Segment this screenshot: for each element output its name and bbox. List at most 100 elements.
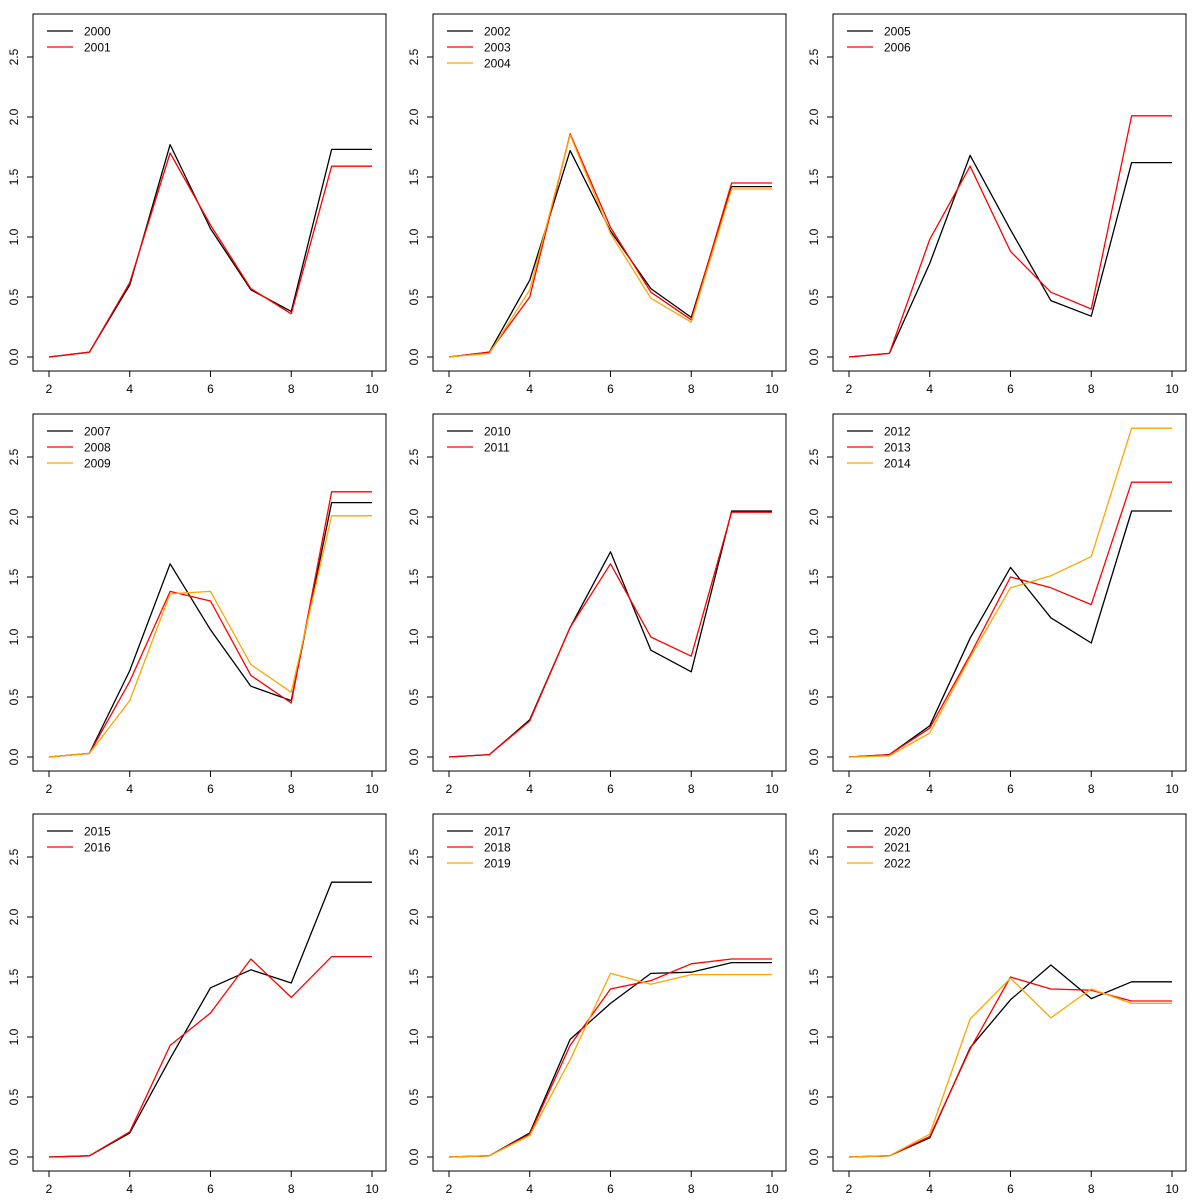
x-tick-label: 10 — [1165, 1182, 1179, 1196]
legend-label-2000: 2000 — [84, 25, 111, 39]
y-tick-label: 1.5 — [807, 168, 821, 185]
y-axis: 0.0 0.5 1.0 1.5 2.0 2.5 — [407, 848, 433, 1165]
y-tick-label: 2.5 — [407, 448, 421, 465]
y-tick-label: 2.5 — [7, 848, 21, 865]
x-tick-label: 8 — [288, 782, 295, 796]
chart-panel-7: 2 4 6 8 10 0.0 0.5 1.0 1.5 2.0 2.5 2015 2016 — [7, 813, 387, 1196]
x-tick-label: 4 — [526, 1182, 533, 1196]
y-tick-label: 1.0 — [407, 628, 421, 645]
series-line-2016 — [48, 955, 372, 1158]
y-tick-label: 2.0 — [807, 108, 821, 125]
plot-frame — [432, 13, 787, 372]
y-tick-label: 2.0 — [7, 908, 21, 925]
x-tick-label: 10 — [1165, 382, 1179, 396]
x-tick-label: 6 — [1007, 382, 1014, 396]
series-line-2008 — [48, 491, 372, 758]
series-line-2020 — [848, 964, 1172, 1158]
legend: 2007 2008 2009 — [47, 425, 111, 471]
x-tick-label: 4 — [526, 382, 533, 396]
legend-label-2016: 2016 — [84, 841, 111, 855]
y-tick-label: 2.5 — [807, 848, 821, 865]
legend-label-2019: 2019 — [484, 857, 511, 871]
plot-frame — [32, 813, 387, 1172]
y-tick-label: 2.5 — [7, 448, 21, 465]
x-axis: 2 4 6 8 10 — [46, 371, 379, 396]
y-tick-label: 1.0 — [7, 1028, 21, 1045]
series-line-2017 — [448, 961, 772, 1158]
x-tick-label: 10 — [365, 1182, 379, 1196]
series-line-2002 — [448, 149, 772, 358]
chart-panel-8: 2 4 6 8 10 0.0 0.5 1.0 1.5 2.0 2.5 2017 2018 2019 — [407, 813, 787, 1196]
y-axis: 0.0 0.5 1.0 1.5 2.0 2.5 — [7, 48, 33, 365]
legend-label-2014: 2014 — [884, 457, 911, 471]
y-tick-label: 2.0 — [807, 908, 821, 925]
series-line-2022 — [848, 977, 1172, 1158]
legend-label-2013: 2013 — [884, 441, 911, 455]
x-tick-label: 10 — [765, 382, 779, 396]
y-tick-label: 0.0 — [7, 748, 21, 765]
y-tick-label: 0.5 — [7, 1088, 21, 1105]
x-tick-label: 8 — [1088, 1182, 1095, 1196]
x-tick-label: 2 — [846, 382, 853, 396]
legend-label-2015: 2015 — [84, 825, 111, 839]
y-tick-label: 0.5 — [7, 688, 21, 705]
x-tick-label: 8 — [688, 382, 695, 396]
legend-label-2010: 2010 — [484, 425, 511, 439]
plot-frame — [432, 413, 787, 772]
y-tick-label: 1.0 — [807, 1028, 821, 1045]
legend-label-2018: 2018 — [484, 841, 511, 855]
x-tick-label: 6 — [1007, 1182, 1014, 1196]
y-tick-label: 1.5 — [7, 568, 21, 585]
y-tick-label: 2.0 — [407, 508, 421, 525]
x-tick-label: 10 — [765, 782, 779, 796]
y-tick-label: 2.0 — [807, 508, 821, 525]
x-tick-label: 8 — [288, 1182, 295, 1196]
plot-frame — [832, 13, 1187, 372]
legend-label-2017: 2017 — [484, 825, 511, 839]
y-tick-label: 2.5 — [407, 48, 421, 65]
chart-panel-6: 2 4 6 8 10 0.0 0.5 1.0 1.5 2.0 2.5 2012 2013 2014 — [807, 413, 1187, 796]
y-tick-label: 2.5 — [7, 48, 21, 65]
x-tick-label: 4 — [126, 1182, 133, 1196]
plot-frame — [832, 813, 1187, 1172]
x-tick-label: 2 — [46, 1182, 53, 1196]
chart-panel-9: 2 4 6 8 10 0.0 0.5 1.0 1.5 2.0 2.5 2020 2021 2022 — [807, 813, 1187, 1196]
x-tick-label: 4 — [926, 382, 933, 396]
y-tick-label: 1.5 — [407, 568, 421, 585]
x-tick-label: 6 — [207, 782, 214, 796]
y-tick-label: 0.0 — [807, 748, 821, 765]
x-tick-label: 10 — [365, 782, 379, 796]
series-line-2019 — [448, 972, 772, 1158]
chart-panel-5: 2 4 6 8 10 0.0 0.5 1.0 1.5 2.0 2.5 2010 2011 — [407, 413, 787, 796]
y-tick-label: 0.0 — [7, 348, 21, 365]
x-tick-label: 2 — [446, 1182, 453, 1196]
series-line-2010 — [448, 510, 772, 758]
x-axis: 2 4 6 8 10 — [846, 771, 1179, 796]
x-tick-label: 10 — [365, 382, 379, 396]
series-line-2001 — [48, 152, 372, 358]
y-tick-label: 2.5 — [407, 848, 421, 865]
y-axis: 0.0 0.5 1.0 1.5 2.0 2.5 — [407, 448, 433, 765]
y-axis: 0.0 0.5 1.0 1.5 2.0 2.5 — [807, 848, 833, 1165]
legend-label-2001: 2001 — [84, 41, 111, 55]
legend-label-2004: 2004 — [484, 57, 511, 71]
legend-label-2007: 2007 — [84, 425, 111, 439]
x-tick-label: 4 — [526, 782, 533, 796]
series-line-2018 — [448, 958, 772, 1158]
y-tick-label: 0.0 — [407, 1148, 421, 1165]
series-line-2013 — [848, 481, 1172, 758]
y-tick-label: 1.5 — [407, 168, 421, 185]
x-tick-label: 8 — [1088, 382, 1095, 396]
x-tick-label: 4 — [126, 382, 133, 396]
y-axis: 0.0 0.5 1.0 1.5 2.0 2.5 — [407, 48, 433, 365]
chart-panel-1: 2 4 6 8 10 0.0 0.5 1.0 1.5 2.0 2.5 2000 2001 — [7, 13, 387, 396]
series-line-2000 — [48, 143, 372, 358]
x-tick-label: 8 — [688, 782, 695, 796]
y-tick-label: 0.0 — [407, 748, 421, 765]
legend-label-2002: 2002 — [484, 25, 511, 39]
x-axis: 2 4 6 8 10 — [446, 771, 779, 796]
y-tick-label: 0.5 — [407, 688, 421, 705]
y-axis: 0.0 0.5 1.0 1.5 2.0 2.5 — [807, 48, 833, 365]
x-axis: 2 4 6 8 10 — [446, 371, 779, 396]
series-line-2005 — [848, 154, 1172, 358]
